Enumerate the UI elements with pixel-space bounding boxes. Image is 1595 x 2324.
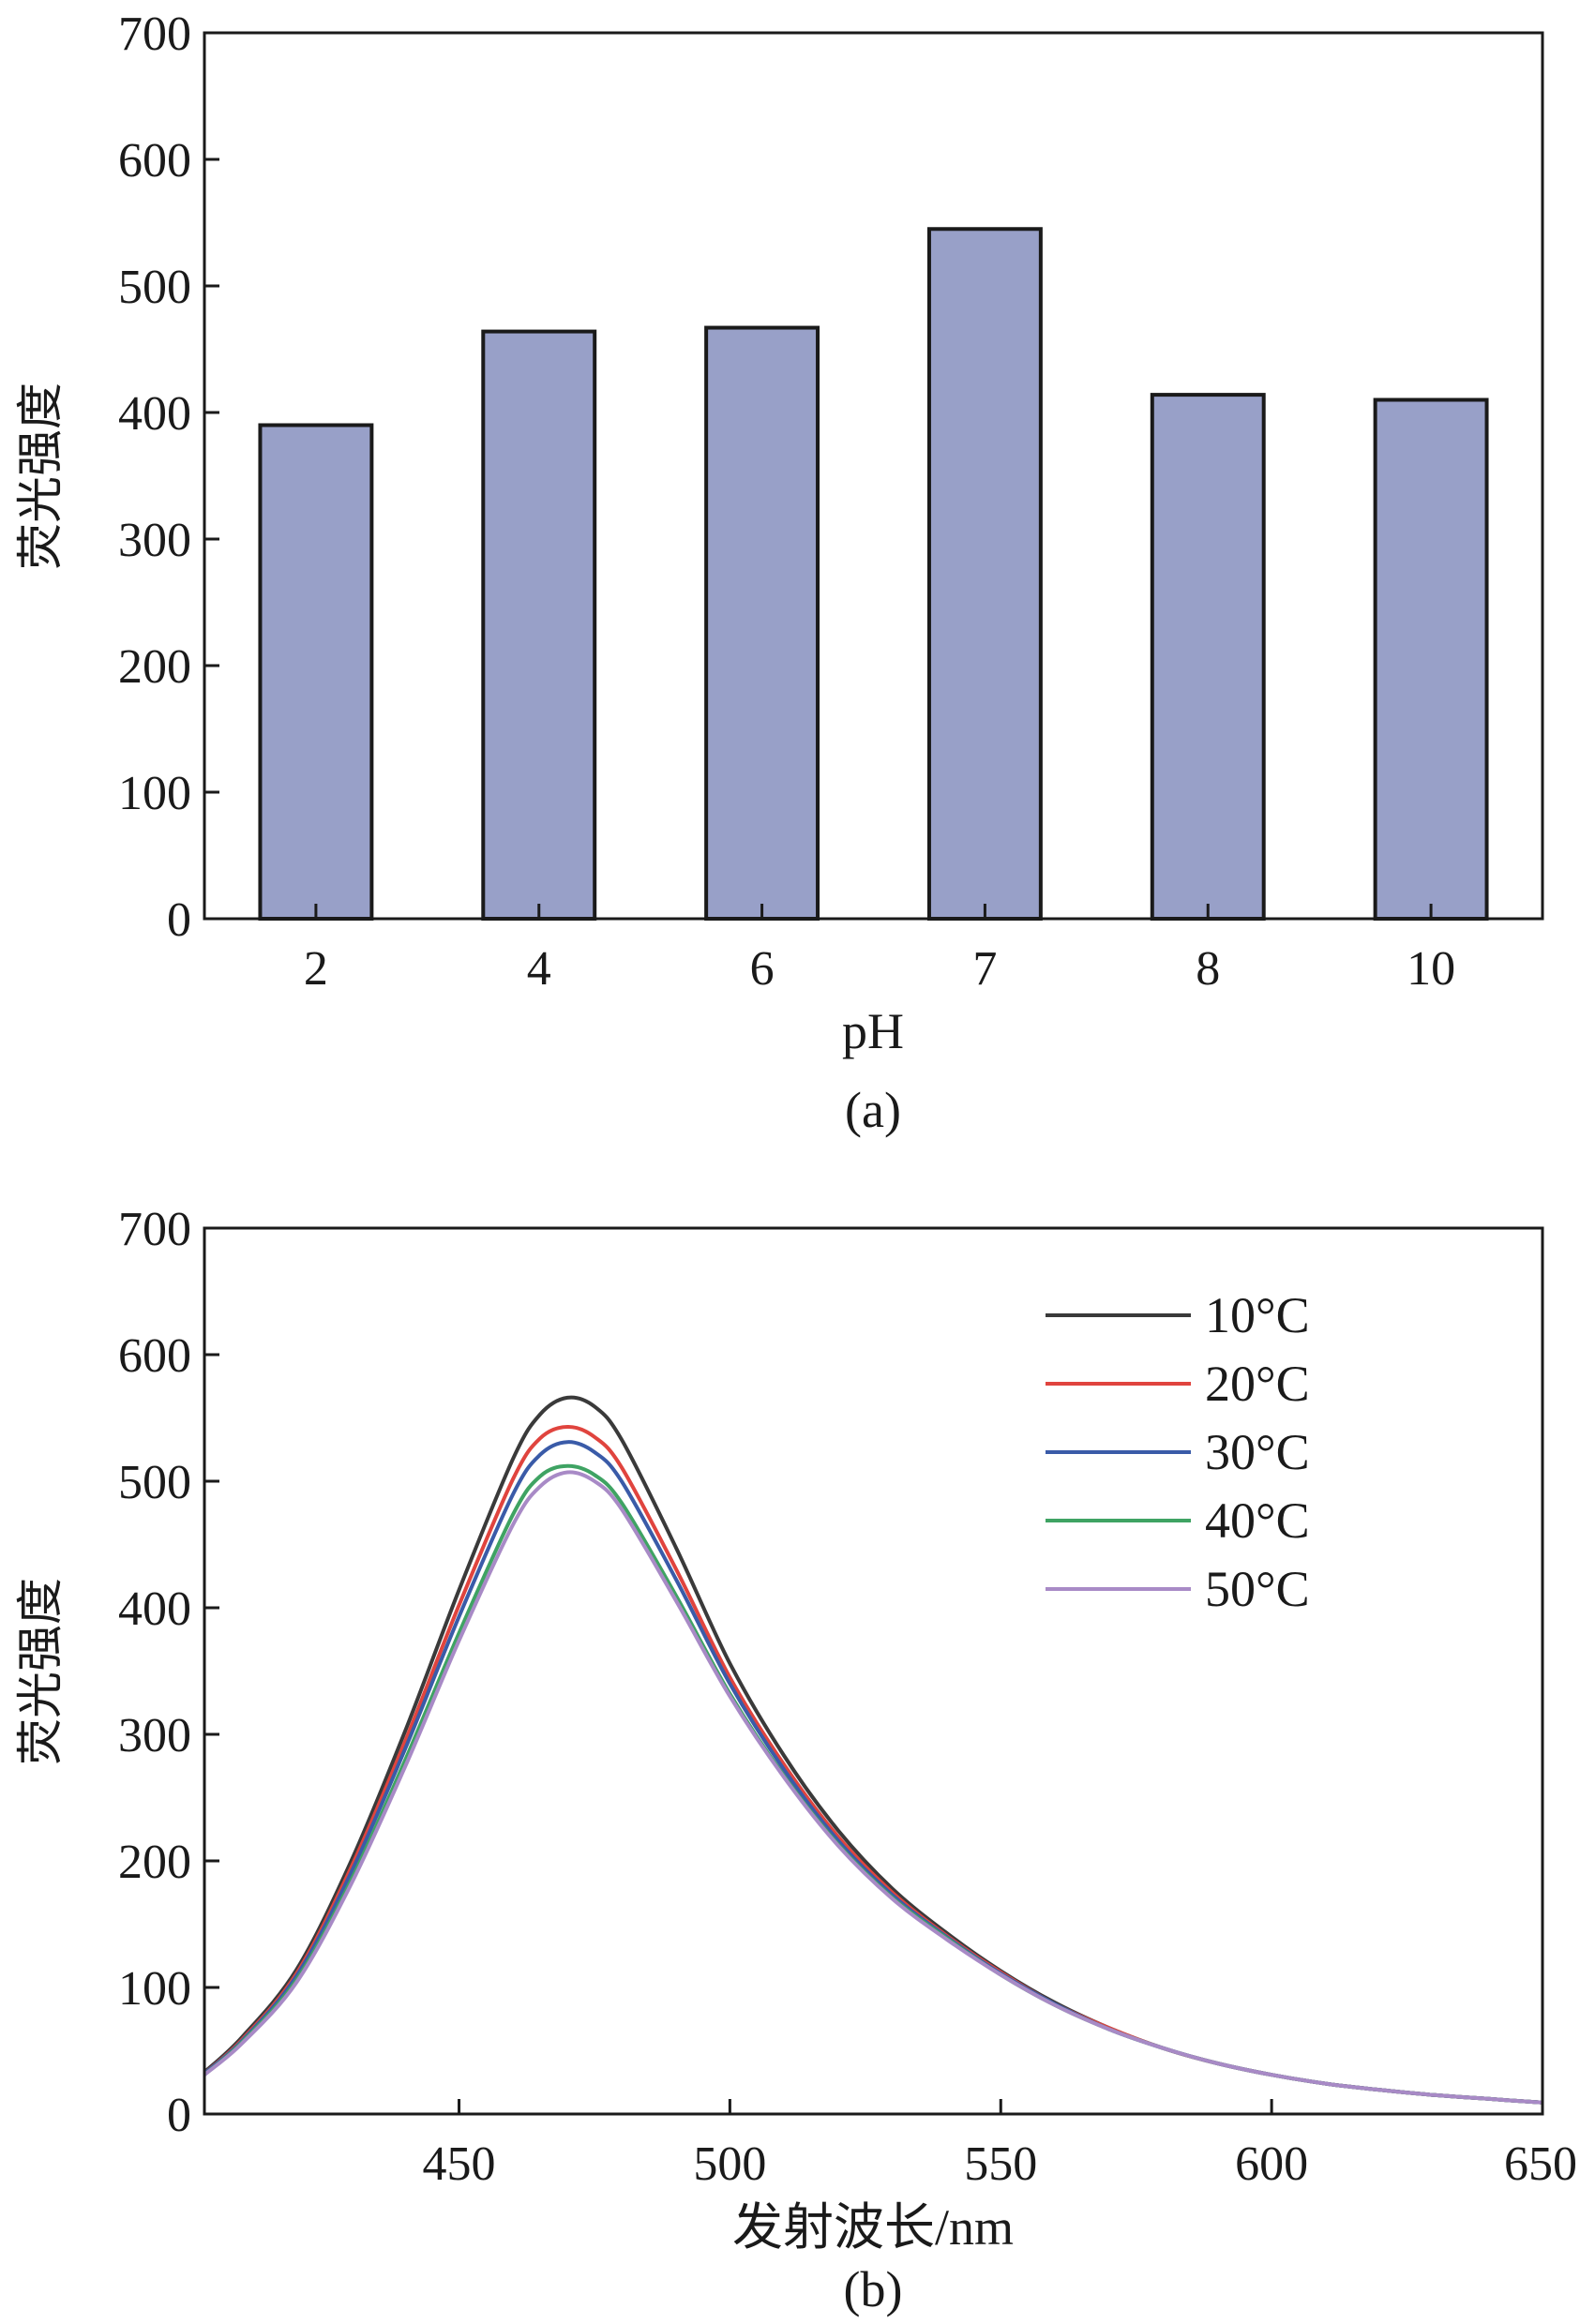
x-tick-label: 10 (1407, 942, 1455, 996)
y-axis-title: 荧光强度 (13, 382, 68, 570)
bar-ph-10 (1373, 397, 1489, 921)
y-tick-label: 0 (167, 893, 191, 947)
legend-label: 50°C (1205, 1561, 1310, 1617)
y-tick-label: 600 (118, 1329, 191, 1383)
x-tick-label: 6 (750, 942, 775, 996)
series-line-50c (204, 1470, 1542, 2105)
y-tick-label: 200 (118, 640, 191, 694)
panel-caption: (a) (845, 1082, 901, 1138)
x-tick-label: 8 (1196, 942, 1220, 996)
y-tick-label: 100 (118, 1962, 191, 2016)
plot-frame (203, 31, 1544, 921)
bar-ph-6 (704, 325, 820, 921)
bar-ph-2 (258, 423, 374, 921)
panel-caption: (b) (844, 2261, 903, 2317)
x-tick-label: 650 (1504, 2137, 1577, 2191)
legend-label: 10°C (1205, 1287, 1310, 1343)
y-tick-label: 300 (118, 1709, 191, 1762)
x-tick-label: 2 (304, 942, 328, 996)
series-line-30c (204, 1440, 1542, 2105)
x-axis-ticks: 450 500 550 600 650 (423, 2099, 1577, 2191)
y-tick-label: 100 (118, 767, 191, 820)
y-tick-label: 0 (167, 2089, 191, 2142)
bar-series (258, 227, 1489, 922)
y-tick-label: 400 (118, 387, 191, 441)
y-tick-label: 700 (118, 1203, 191, 1256)
bar-ph-7 (926, 227, 1043, 921)
panel-b-line-chart: 0 100 200 300 400 500 600 700 450 500 550 600 650 1… (13, 1203, 1577, 2317)
y-axis-title: 荧光强度 (13, 1578, 68, 1765)
y-axis-ticks: 0 100 200 300 400 500 600 700 (118, 7, 219, 947)
line-series (204, 1395, 1542, 2105)
legend-label: 20°C (1205, 1356, 1310, 1412)
legend-label: 30°C (1205, 1424, 1310, 1480)
legend: 10°C 20°C 30°C 40°C 50°C (1046, 1287, 1310, 1617)
y-tick-label: 200 (118, 1836, 191, 1889)
bar-ph-4 (481, 329, 597, 922)
x-tick-label: 550 (964, 2137, 1037, 2191)
y-axis-ticks: 0 100 200 300 400 500 600 700 (118, 1203, 219, 2142)
x-tick-label: 450 (423, 2137, 496, 2191)
x-tick-label: 600 (1235, 2137, 1308, 2191)
y-tick-label: 500 (118, 1456, 191, 1509)
series-line-40c (204, 1463, 1542, 2105)
x-tick-label: 500 (693, 2137, 766, 2191)
panel-a-bar-chart: 0 100 200 300 400 500 600 700 2 4 6 7 8 10 pH 荧光强度 (… (13, 7, 1544, 1138)
bar-ph-8 (1150, 393, 1266, 922)
y-tick-label: 700 (118, 7, 191, 61)
plot-frame (203, 1226, 1544, 2116)
x-tick-label: 4 (527, 942, 551, 996)
y-tick-label: 500 (118, 261, 191, 314)
x-tick-label: 7 (972, 942, 997, 996)
y-tick-label: 600 (118, 134, 191, 187)
y-tick-label: 300 (118, 514, 191, 567)
legend-label: 40°C (1205, 1492, 1310, 1549)
y-tick-label: 400 (118, 1582, 191, 1636)
x-axis-title: pH (842, 1003, 904, 1059)
x-axis-ticks: 2 4 6 7 8 10 (304, 904, 1455, 996)
x-axis-title: 发射波长/nm (732, 2199, 1014, 2256)
